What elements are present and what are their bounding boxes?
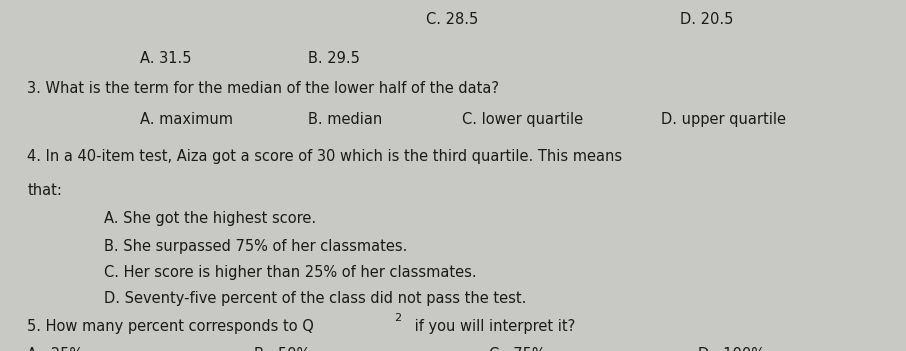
Text: A. She got the highest score.: A. She got the highest score. bbox=[104, 211, 316, 226]
Text: 2: 2 bbox=[394, 313, 401, 323]
Text: 3. What is the term for the median of the lower half of the data?: 3. What is the term for the median of th… bbox=[27, 81, 499, 96]
Text: A. maximum: A. maximum bbox=[140, 112, 234, 127]
Text: that:: that: bbox=[27, 183, 62, 198]
Text: C. Her score is higher than 25% of her classmates.: C. Her score is higher than 25% of her c… bbox=[104, 265, 477, 280]
Text: B.  50%: B. 50% bbox=[254, 347, 310, 351]
Text: if you will interpret it?: if you will interpret it? bbox=[410, 319, 574, 335]
Text: 5. How many percent corresponds to Q: 5. How many percent corresponds to Q bbox=[27, 319, 314, 335]
Text: A. 31.5: A. 31.5 bbox=[140, 51, 192, 66]
Text: B. median: B. median bbox=[308, 112, 382, 127]
Text: D. Seventy-five percent of the class did not pass the test.: D. Seventy-five percent of the class did… bbox=[104, 291, 526, 306]
Text: B. She surpassed 75% of her classmates.: B. She surpassed 75% of her classmates. bbox=[104, 239, 408, 254]
Text: D. upper quartile: D. upper quartile bbox=[661, 112, 786, 127]
Text: A.  25%: A. 25% bbox=[27, 347, 83, 351]
Text: D.  100%: D. 100% bbox=[698, 347, 765, 351]
Text: C.  75%: C. 75% bbox=[489, 347, 545, 351]
Text: 4. In a 40-item test, Aiza got a score of 30 which is the third quartile. This m: 4. In a 40-item test, Aiza got a score o… bbox=[27, 149, 622, 164]
Text: B. 29.5: B. 29.5 bbox=[308, 51, 360, 66]
Text: C. 28.5: C. 28.5 bbox=[426, 12, 478, 27]
Text: C. lower quartile: C. lower quartile bbox=[462, 112, 583, 127]
Text: D. 20.5: D. 20.5 bbox=[680, 12, 733, 27]
